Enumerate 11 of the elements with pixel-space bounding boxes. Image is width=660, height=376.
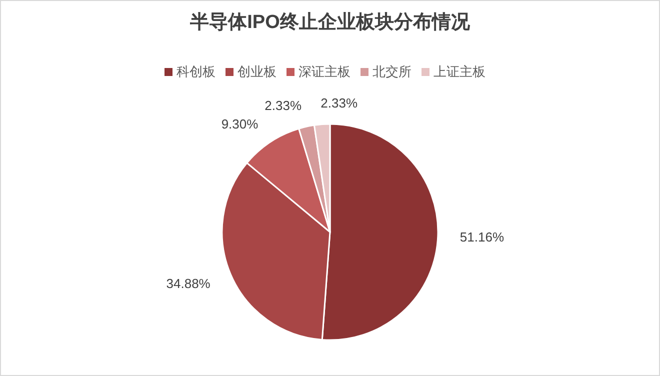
legend-label: 上证主板	[434, 64, 486, 79]
chart-title: 半导体IPO终止企业板块分布情况	[189, 11, 471, 33]
data-label: 2.33%	[320, 95, 358, 110]
legend-label: 创业板	[238, 64, 276, 79]
legend-label: 北交所	[372, 64, 412, 79]
data-label: 34.88%	[166, 276, 211, 291]
data-label: 51.16%	[460, 230, 504, 245]
data-label: 9.30%	[221, 116, 259, 132]
legend-label: 科创板	[176, 64, 216, 79]
data-label: 2.33%	[264, 98, 302, 114]
legend-label: 深证主板	[298, 64, 350, 79]
